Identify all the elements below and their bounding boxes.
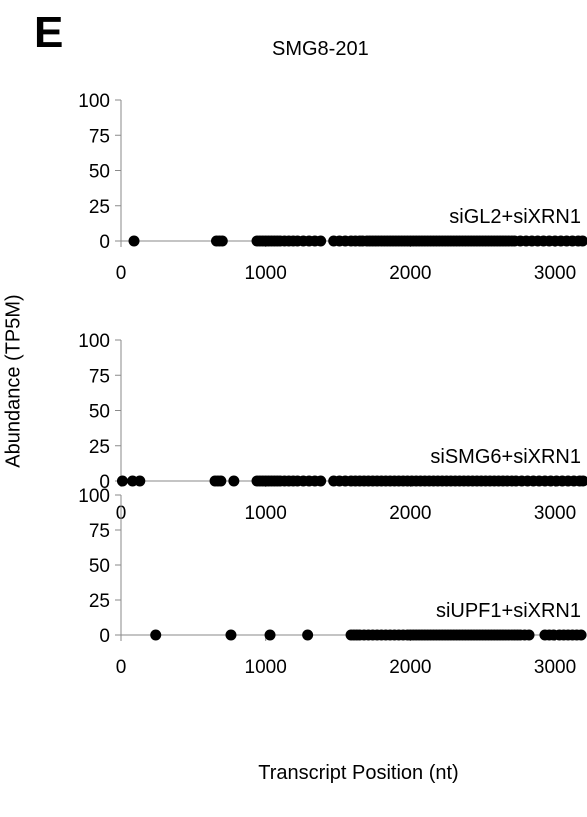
x-tick-label: 1000 bbox=[245, 263, 287, 284]
y-tick-label: 50 bbox=[89, 402, 110, 423]
series-label: siGL2+siXRN1 bbox=[449, 206, 581, 228]
y-tick-label: 25 bbox=[89, 197, 110, 218]
data-point bbox=[225, 629, 237, 641]
x-tick-label: 2000 bbox=[389, 263, 431, 284]
data-point bbox=[577, 475, 587, 487]
x-tick-label: 1000 bbox=[245, 503, 287, 524]
data-point bbox=[150, 629, 162, 641]
x-tick-label: 0 bbox=[116, 657, 127, 678]
data-point bbox=[216, 235, 228, 247]
series-label: siUPF1+siXRN1 bbox=[436, 600, 581, 622]
data-point bbox=[128, 235, 140, 247]
y-tick-label: 75 bbox=[89, 366, 110, 387]
y-tick-label: 25 bbox=[89, 591, 110, 612]
data-point bbox=[228, 475, 240, 487]
y-tick-label: 100 bbox=[78, 91, 110, 112]
y-tick-label: 0 bbox=[99, 232, 110, 253]
x-tick-label: 3000 bbox=[534, 657, 576, 678]
data-point bbox=[575, 629, 587, 641]
data-point bbox=[134, 475, 146, 487]
y-tick-label: 75 bbox=[89, 521, 110, 542]
y-tick-label: 0 bbox=[99, 472, 110, 493]
data-point bbox=[116, 475, 128, 487]
x-tick-label: 1000 bbox=[245, 657, 287, 678]
x-tick-label: 3000 bbox=[534, 503, 576, 524]
y-tick-label: 50 bbox=[89, 556, 110, 577]
x-tick-label: 3000 bbox=[534, 263, 576, 284]
data-point bbox=[264, 629, 276, 641]
data-point bbox=[315, 235, 327, 247]
x-tick-label: 2000 bbox=[389, 503, 431, 524]
y-tick-label: 100 bbox=[78, 486, 110, 507]
y-tick-label: 0 bbox=[99, 626, 110, 647]
y-tick-label: 25 bbox=[89, 437, 110, 458]
x-tick-label: 2000 bbox=[389, 657, 431, 678]
y-tick-label: 100 bbox=[78, 331, 110, 352]
data-point bbox=[315, 475, 327, 487]
series-label: siSMG6+siXRN1 bbox=[430, 446, 581, 468]
data-point bbox=[215, 475, 227, 487]
y-tick-label: 50 bbox=[89, 162, 110, 183]
y-tick-label: 75 bbox=[89, 126, 110, 147]
x-tick-label: 0 bbox=[116, 263, 127, 284]
data-point bbox=[523, 629, 535, 641]
chart-title: SMG8-201 bbox=[272, 38, 369, 60]
data-point bbox=[302, 629, 314, 641]
x-axis-label: Transcript Position (nt) bbox=[258, 762, 459, 784]
panel-letter: E bbox=[34, 8, 64, 57]
data-point bbox=[577, 235, 587, 247]
